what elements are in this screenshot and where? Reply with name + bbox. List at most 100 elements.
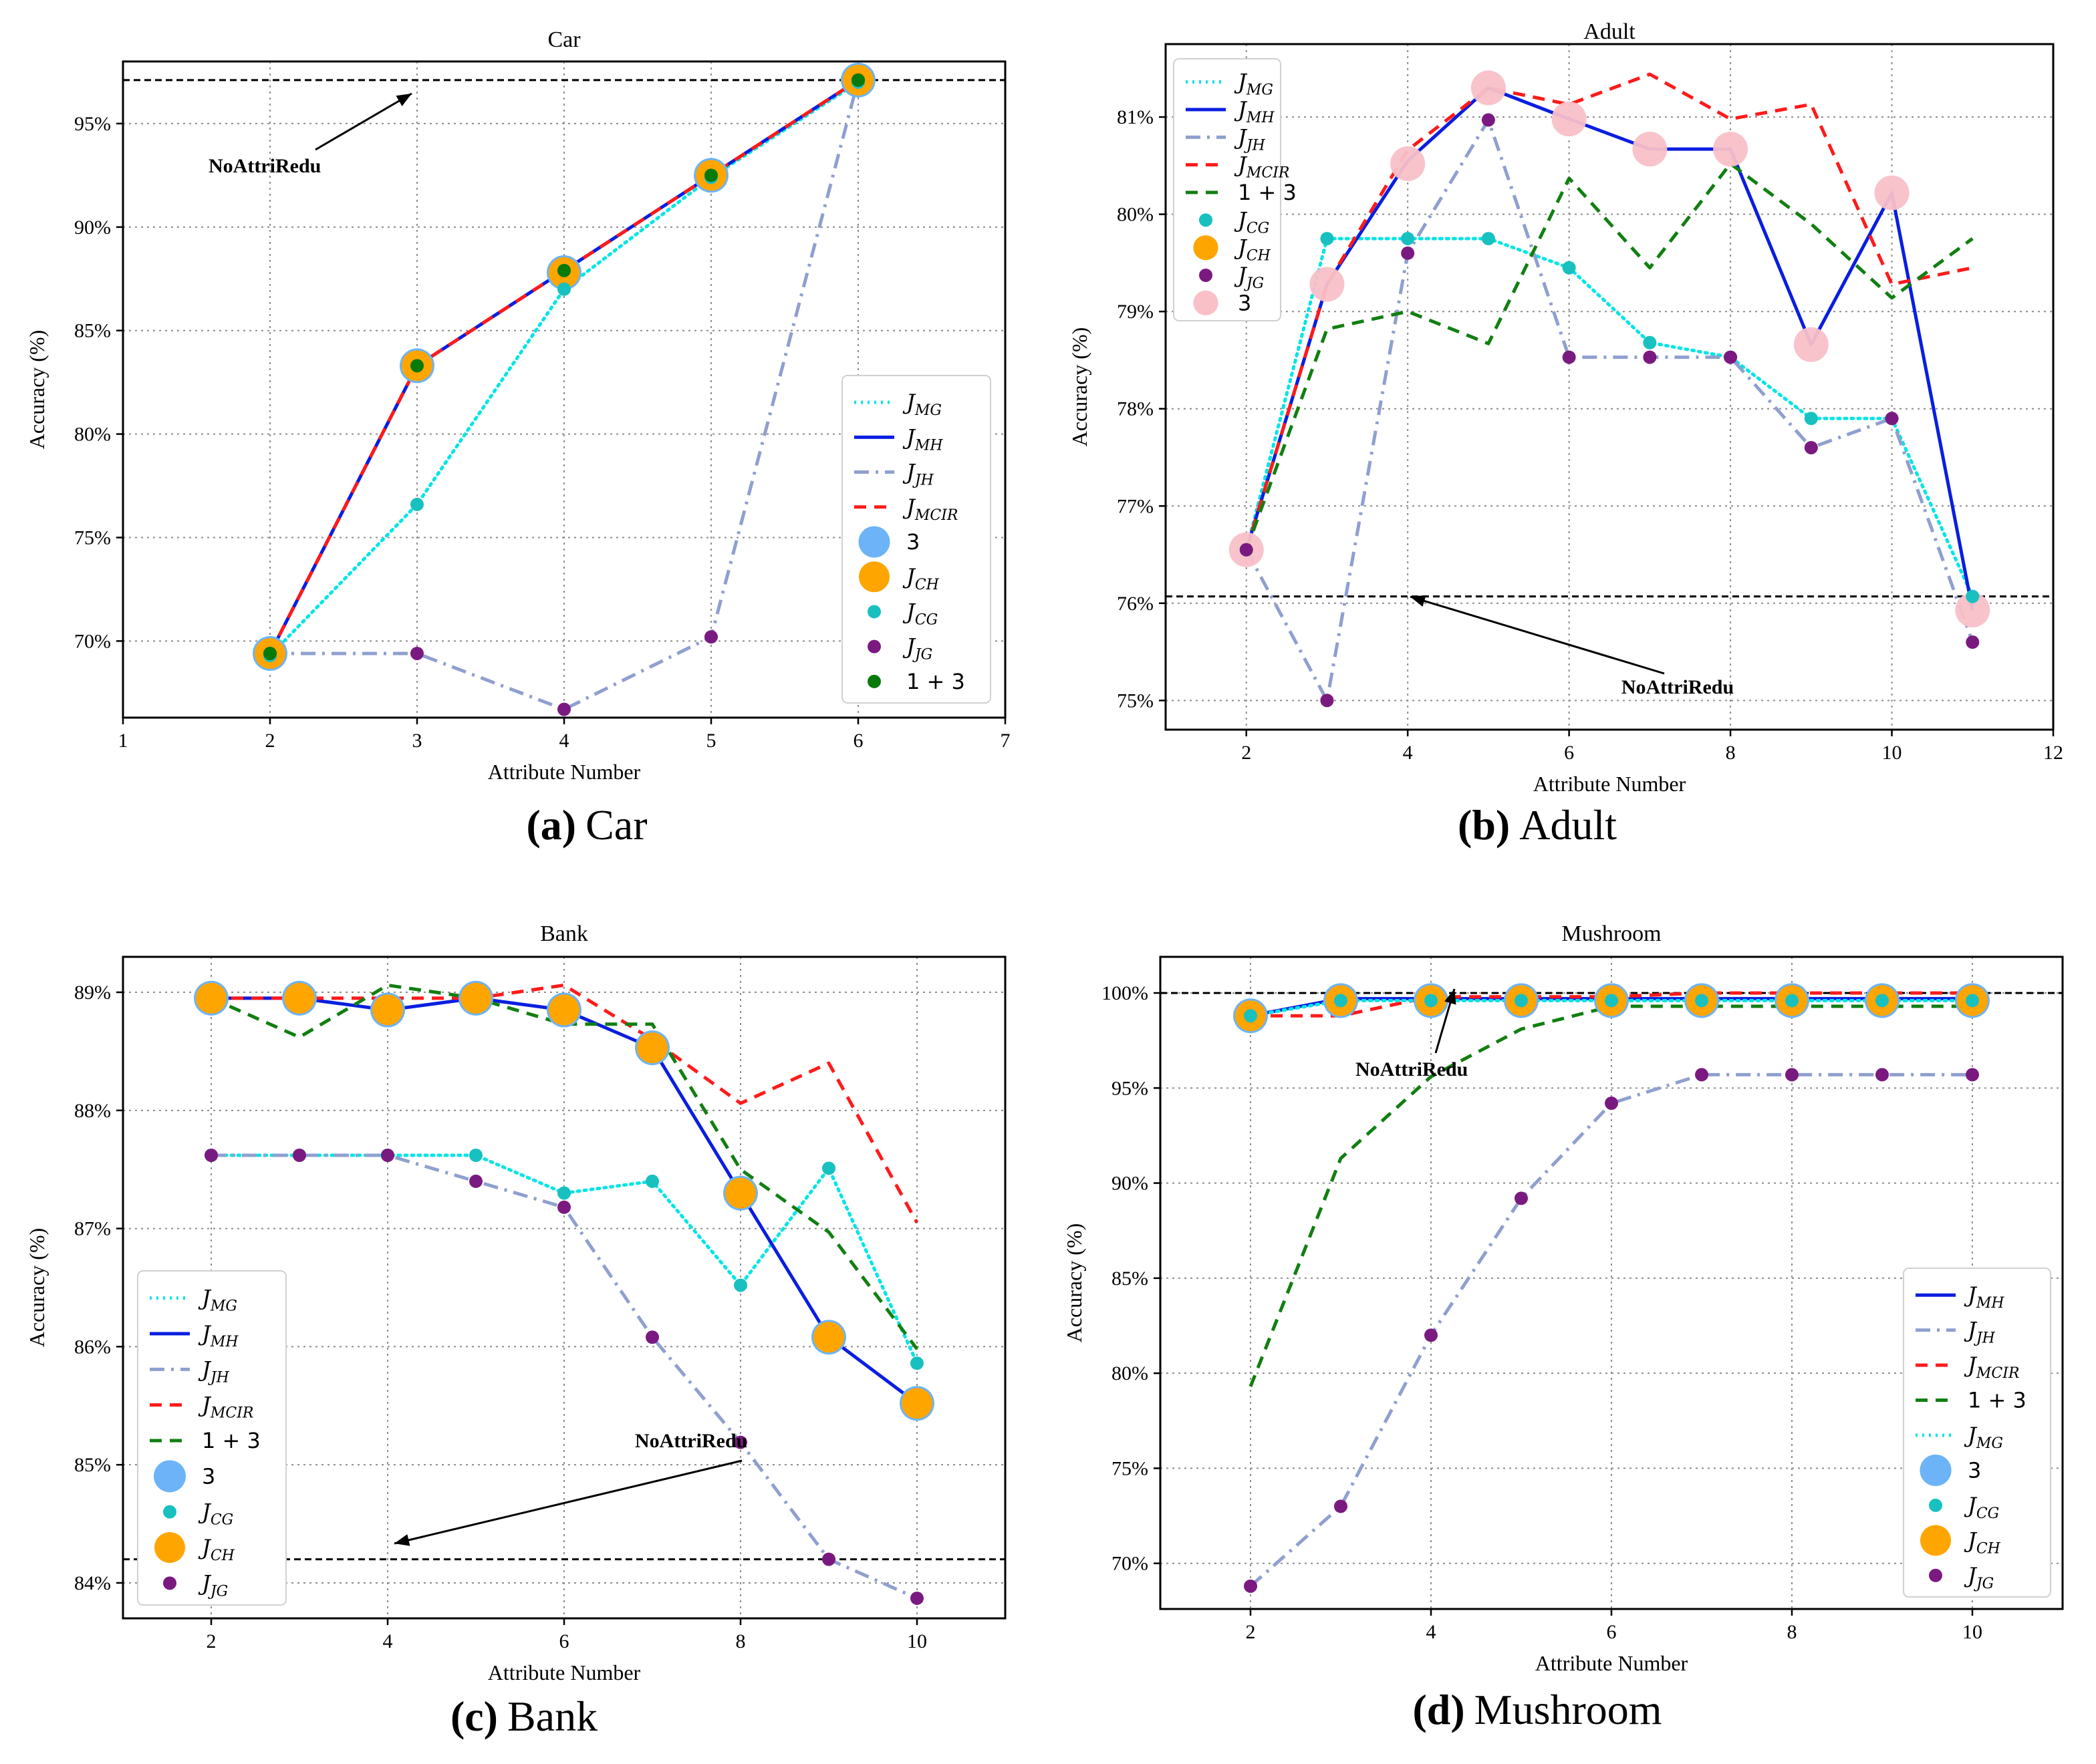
series-line-jh	[1244, 118, 1974, 702]
caption-b-name: Adult	[1519, 801, 1617, 849]
legend-marker-three	[1193, 290, 1218, 315]
legend-subscript: JG	[1244, 275, 1264, 292]
legend-subscript: MG	[1246, 82, 1273, 99]
baseline-annotation: NoAttriRedu	[1621, 676, 1734, 698]
caption-d-name: Mushroom	[1474, 1686, 1662, 1733]
y-tick-label: 86%	[74, 1336, 111, 1358]
marker-jg	[469, 1174, 483, 1188]
legend-symbol: J	[902, 460, 916, 485]
x-tick-label: 10	[1962, 1621, 1982, 1643]
marker-jg	[381, 1149, 394, 1162]
legend-label-mg: JMG	[902, 390, 942, 419]
marker-jg	[910, 1591, 924, 1605]
marker-jg	[1695, 1068, 1708, 1082]
marker-jg	[1724, 350, 1738, 364]
legend-symbol: J	[1964, 1527, 1978, 1553]
legend-box	[841, 375, 991, 704]
marker-cg	[1804, 412, 1818, 426]
legend-subscript: MH	[1246, 110, 1275, 126]
marker-three	[1309, 267, 1345, 302]
baseline-arrow	[1410, 595, 1665, 675]
x-tick-label: 4	[1426, 1621, 1436, 1643]
y-tick-label: 80%	[74, 424, 111, 446]
marker-three	[1551, 102, 1587, 137]
y-tick-label: 76%	[1117, 593, 1154, 615]
caption-d: (d) Mushroom	[1412, 1686, 1662, 1733]
legend-subscript: JG	[912, 647, 932, 664]
legend-label-cg: JCG	[902, 599, 938, 628]
legend-subscript: MG	[914, 402, 942, 419]
legend-subscript: JH	[912, 472, 934, 489]
legend-label-ch: JCH	[1964, 1527, 2001, 1557]
plot-frame	[122, 956, 1007, 1620]
marker-ch	[813, 1322, 844, 1353]
marker-jg	[1481, 113, 1495, 127]
legend-label-jg: JJG	[1964, 1563, 1994, 1592]
x-tick-label: 8	[736, 1630, 746, 1652]
legend-box	[137, 1270, 287, 1606]
legend-marker-ch	[154, 1532, 185, 1563]
legend-symbol: J	[1234, 69, 1248, 95]
legend-label-jg: JJG	[198, 1570, 228, 1600]
baseline-arrow-head	[394, 1534, 410, 1546]
x-axis-title: Attribute Number	[1533, 772, 1686, 796]
y-tick-label: 87%	[74, 1218, 111, 1240]
marker-cg	[1562, 261, 1576, 275]
marker-g13	[852, 73, 865, 87]
legend-label-mh: JMH	[1964, 1282, 2004, 1312]
legend-symbol: J	[902, 564, 916, 589]
chart-car: 1 2 3 4 5 6 7 70% 75% 80% 85% 90% 95% Car Attribute Nu…	[25, 27, 1011, 784]
legend-symbol: J	[902, 494, 916, 520]
marker-ch	[725, 1177, 756, 1209]
legend-label-three: 3	[202, 1463, 215, 1489]
marker-cg	[469, 1149, 483, 1162]
y-tick-label: 80%	[1117, 204, 1154, 226]
marker-cg	[1605, 994, 1618, 1008]
legend-label-mg: JMG	[1234, 69, 1273, 99]
marker-cg	[410, 497, 424, 511]
marker-jg	[1239, 543, 1253, 557]
legend-marker-jg	[1929, 1568, 1942, 1582]
legend-symbol: J	[1964, 1352, 1978, 1378]
baseline-arrow-head	[1444, 989, 1456, 1005]
legend-subscript: MH	[914, 437, 944, 454]
legend-subscript: MCIR	[1246, 165, 1290, 182]
x-tick-label: 4	[559, 730, 569, 752]
legend-label-ch: JCH	[902, 564, 940, 593]
x-tick-label: 5	[706, 730, 716, 752]
legend-label-cg: JCG	[1964, 1493, 1999, 1522]
legend-marker-ch	[859, 561, 890, 593]
chart-bank: 2 4 6 8 10 84% 85% 86% 87% 88% 89% Bank Attribute Nu…	[25, 921, 1007, 1684]
marker-jg	[1562, 350, 1576, 364]
chart-title: Mushroom	[1561, 921, 1661, 946]
legend-label-cg: JCG	[198, 1499, 233, 1529]
y-tick-label: 95%	[74, 113, 111, 135]
legend-label-mcir: JMCIR	[902, 494, 958, 524]
series-line-mh	[1244, 86, 1974, 611]
x-tick-label: 3	[412, 730, 422, 752]
x-tick-label: 2	[1246, 1621, 1256, 1643]
legend-subscript: JG	[208, 1583, 228, 1600]
x-tick-label: 4	[383, 1630, 393, 1652]
legend-subscript: CG	[915, 611, 938, 628]
legend-label-cg: JCG	[1234, 207, 1269, 237]
legend-label-mh: JMH	[198, 1321, 239, 1350]
legend-label-jg: JJG	[1234, 263, 1264, 292]
x-tick-label: 7	[1001, 730, 1011, 752]
legend-label-three: 3	[906, 529, 920, 555]
legend-subscript: CH	[915, 577, 940, 593]
chart-adult: 2 4 6 8 10 12 75% 76% 77% 78% 79% 80% 81% Adult Attrib…	[1067, 19, 2063, 796]
legend-symbol: J	[1234, 207, 1248, 233]
marker-g13	[557, 263, 571, 277]
marker-g13	[410, 359, 424, 373]
y-tick-label: 70%	[1111, 1553, 1148, 1575]
legend-label-mcir: JMCIR	[1964, 1352, 2019, 1382]
legend-subscript: JH	[208, 1369, 230, 1386]
marker-jg	[1966, 1068, 1979, 1082]
marker-jg	[822, 1552, 835, 1566]
y-tick-label: 89%	[74, 982, 111, 1004]
x-tick-label: 6	[559, 1630, 569, 1652]
